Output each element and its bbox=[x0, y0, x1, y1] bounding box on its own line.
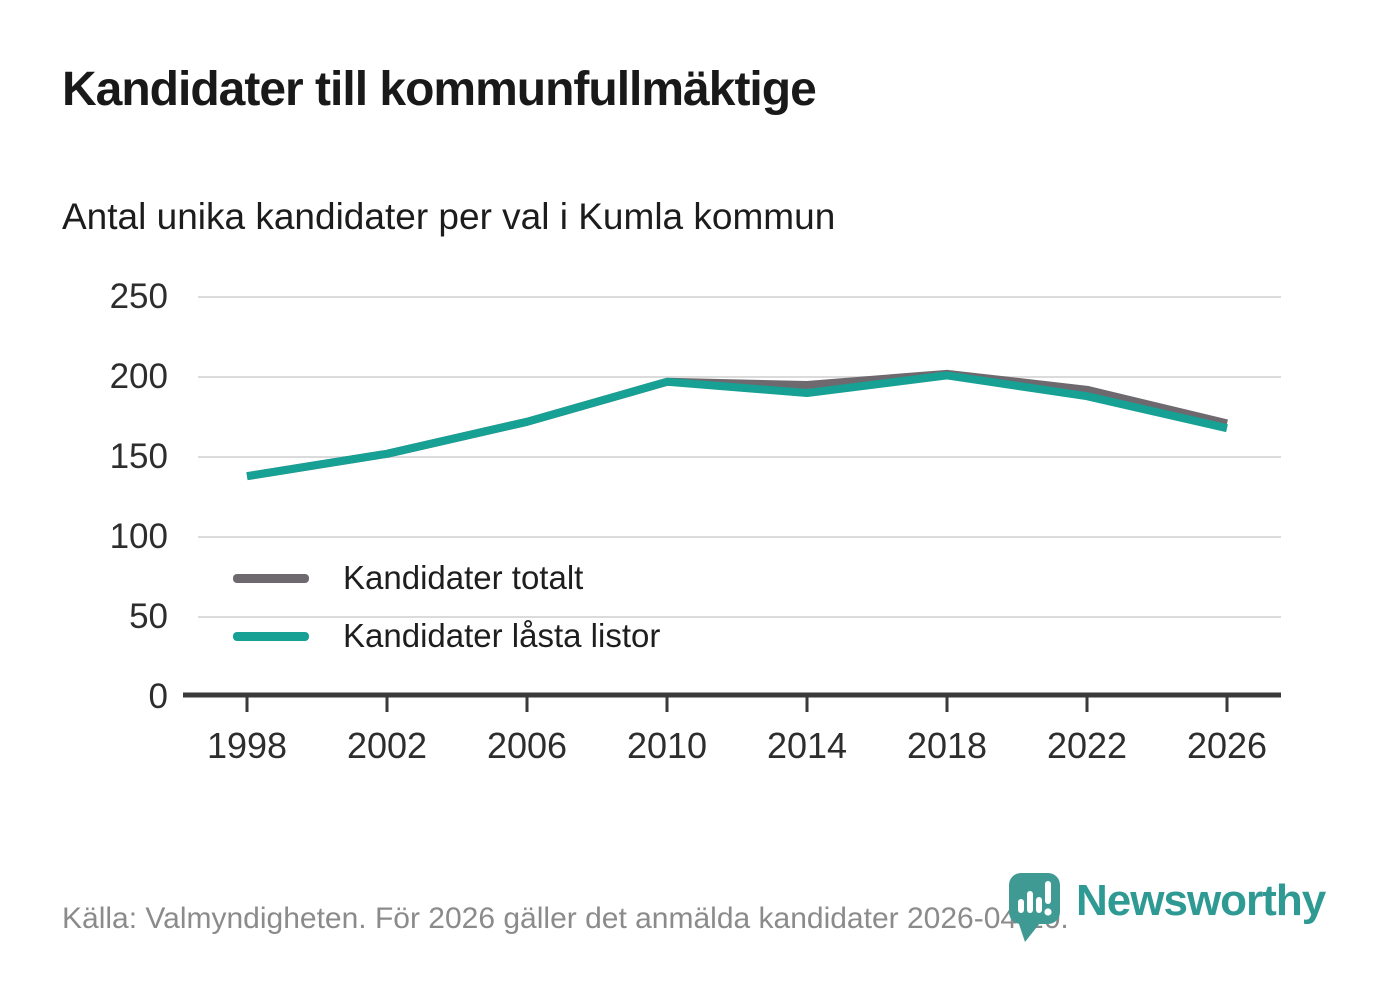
newsworthy-pin-icon bbox=[1009, 873, 1060, 942]
series-line-kandidater-l-sta-listor bbox=[246, 371, 1228, 481]
newsworthy-logo: Newsworthy bbox=[1008, 872, 1326, 946]
chart-subtitle: Antal unika kandidater per val i Kumla k… bbox=[62, 196, 836, 237]
legend-item: Kandidater totalt bbox=[233, 555, 660, 601]
legend-item: Kandidater låsta listor bbox=[233, 613, 660, 659]
chart-title: Kandidater till kommunfullmäktige bbox=[62, 63, 817, 116]
legend-swatch bbox=[233, 631, 309, 641]
source-note: Källa: Valmyndigheten. För 2026 gäller d… bbox=[62, 902, 1069, 935]
newsworthy-wordmark: Newsworthy bbox=[1076, 876, 1326, 925]
chart-legend: Kandidater totalt Kandidater låsta listor bbox=[233, 555, 660, 659]
legend-label: Kandidater totalt bbox=[343, 559, 584, 596]
legend-swatch bbox=[233, 573, 309, 583]
legend-label: Kandidater låsta listor bbox=[343, 617, 661, 654]
